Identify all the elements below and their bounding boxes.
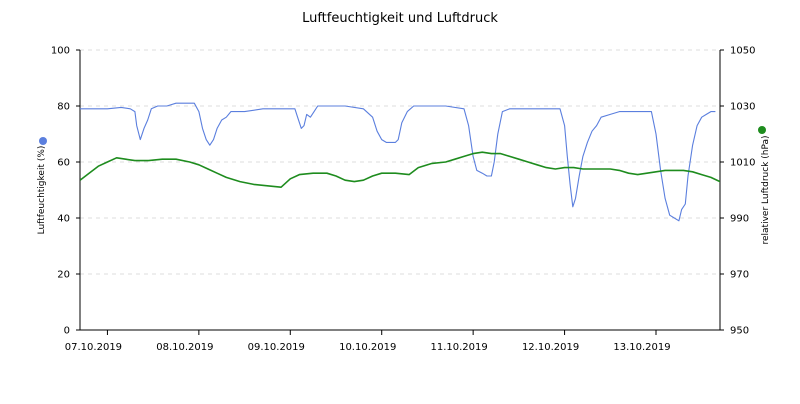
x-tick-label: 07.10.2019 [65, 342, 122, 353]
y-right-tick-label: 1010 [730, 158, 755, 169]
chart-title: Luftfeuchtigkeit und Luftdruck [302, 11, 498, 26]
y-left-tick-label: 0 [64, 326, 70, 337]
x-tick-label: 09.10.2019 [248, 342, 305, 353]
y-left-axis-label: Luftfeuchtigkeit (%) [37, 146, 47, 235]
y-left-tick-label: 80 [57, 102, 70, 113]
y-right-tick-label: 1050 [730, 46, 755, 57]
x-tick-label: 10.10.2019 [339, 342, 396, 353]
legend-dot-humidity [39, 137, 47, 145]
grid-layer [80, 49, 720, 275]
y-right-tick-label: 970 [730, 270, 749, 281]
legend-dot-pressure [758, 126, 766, 134]
series-line [80, 102, 716, 222]
series-layer [80, 102, 720, 222]
y-right-tick-label: 950 [730, 326, 749, 337]
y-left-tick-label: 60 [57, 158, 70, 169]
axes-layer [76, 49, 724, 335]
x-tick-label: 13.10.2019 [613, 342, 670, 353]
y-right-axis-label: relativer Luftdruck (hPa) [761, 135, 771, 244]
series-line [80, 151, 720, 188]
y-left-tick-label: 100 [51, 46, 70, 57]
y-right-tick-label: 990 [730, 214, 749, 225]
label-layer: 0 20 40 60 80 100 950 970 990 1010 1030 1050 07.10.2… [37, 46, 771, 354]
x-tick-label: 11.10.2019 [431, 342, 488, 353]
y-left-tick-label: 20 [57, 270, 70, 281]
x-tick-label: 08.10.2019 [156, 342, 213, 353]
legend-layer [39, 126, 766, 145]
y-right-tick-label: 1030 [730, 102, 755, 113]
x-tick-label: 12.10.2019 [522, 342, 579, 353]
y-left-tick-label: 40 [57, 214, 70, 225]
